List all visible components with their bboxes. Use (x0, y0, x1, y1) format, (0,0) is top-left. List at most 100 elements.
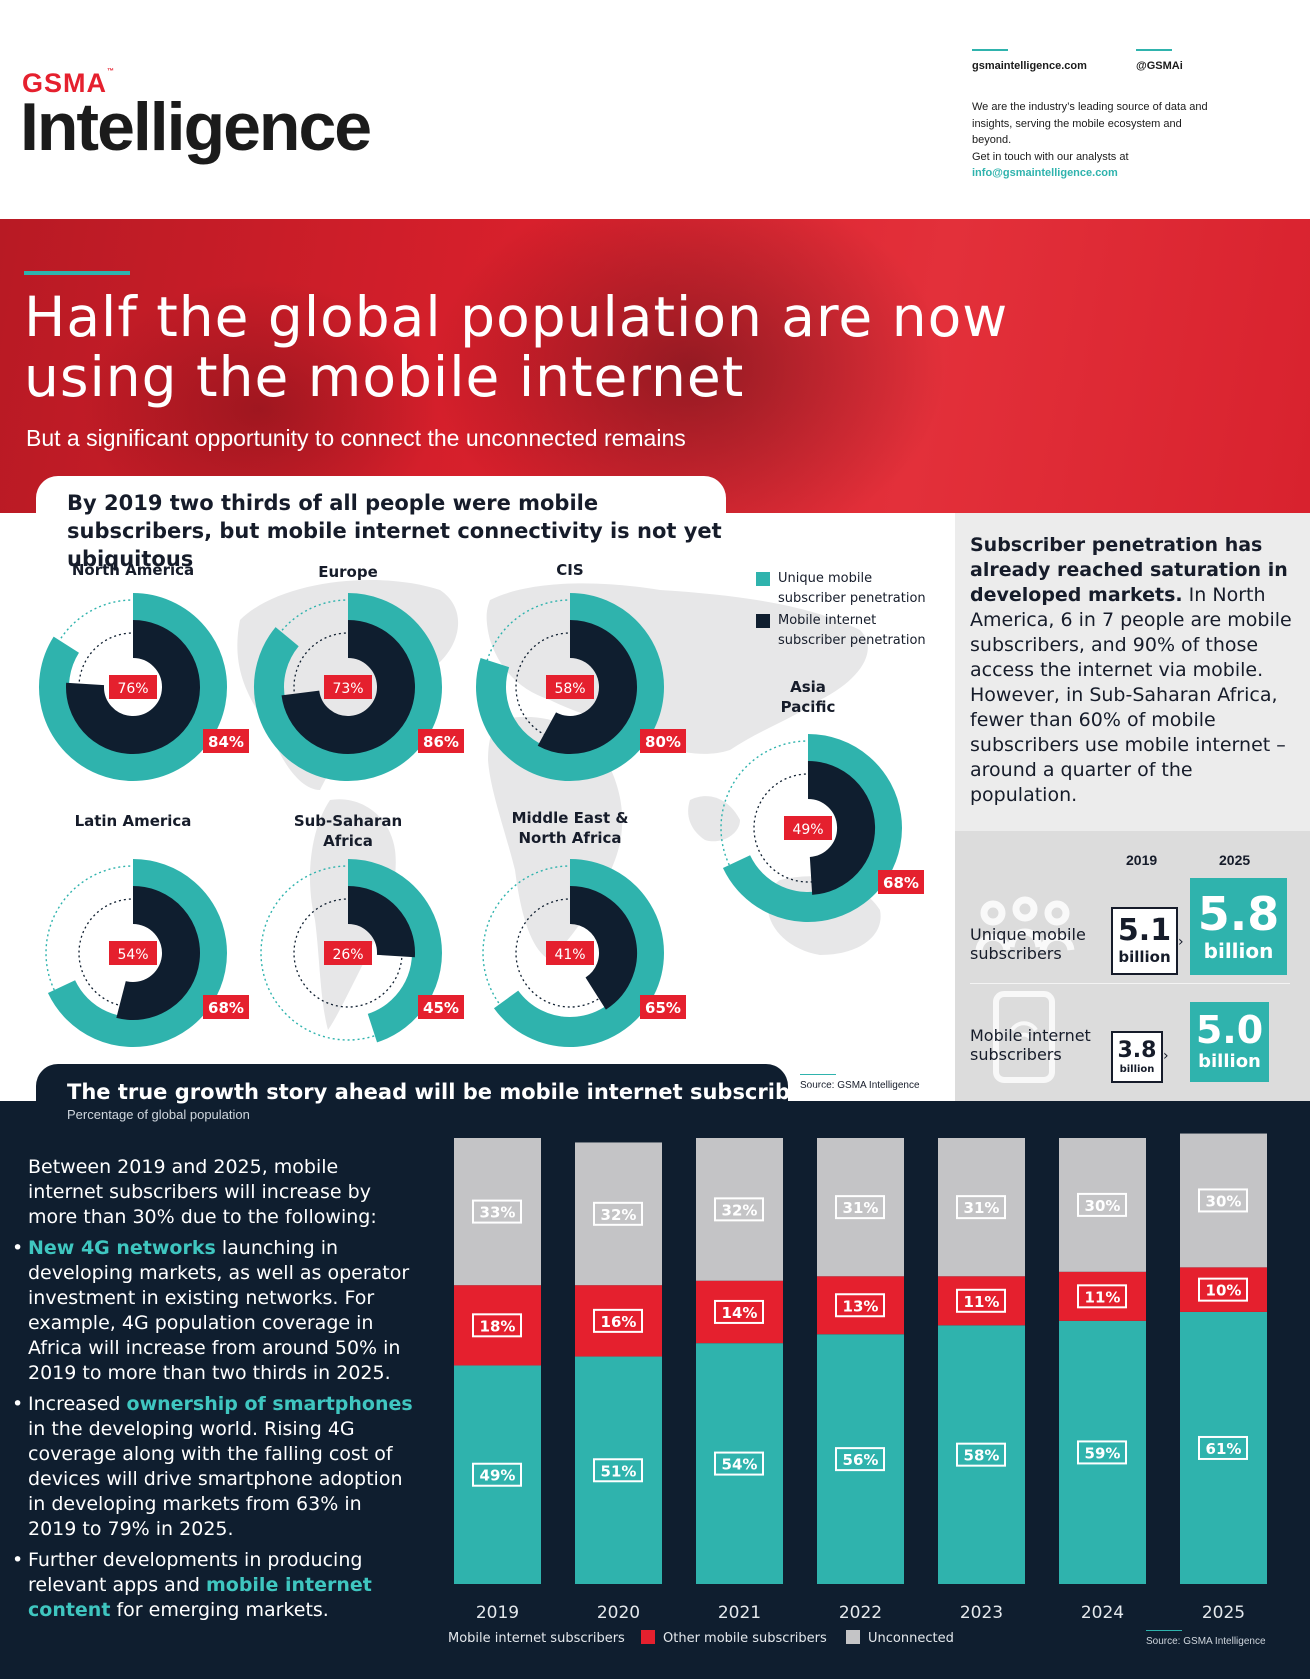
bar-value-label: 51% (601, 1462, 637, 1480)
bar-value-label: 14% (722, 1304, 758, 1322)
bar-value-frame (472, 1199, 522, 1224)
year-2019-label: 2019 (1126, 852, 1158, 868)
divider (800, 1074, 836, 1075)
bar-value-frame (956, 1195, 1006, 1220)
donut-unique-label-bg (203, 995, 249, 1019)
donut-unique-value: 80% (645, 733, 681, 751)
bar-value-label: 30% (1085, 1197, 1121, 1215)
hero-accent-bar (24, 271, 130, 275)
bar-value-label: 31% (843, 1199, 879, 1217)
bar-group-2019: 49% 18% 33% (454, 1138, 541, 1584)
bar-value-label: 54% (722, 1456, 758, 1474)
bar-segment-other-mobile-subscribers (696, 1280, 783, 1344)
section2-subtitle: Percentage of global population (67, 1107, 250, 1122)
bullet-4g: New 4G networks launching in developing … (10, 1236, 415, 1386)
bullet-smartphones-text: in the developing world. Rising 4G cover… (28, 1418, 403, 1540)
donut-unique-value: 65% (645, 999, 681, 1017)
donut-arc-unique (722, 734, 902, 922)
bar-value-frame (1198, 1188, 1248, 1213)
bar-value-label: 13% (843, 1297, 879, 1315)
donut-arc-internet (281, 620, 415, 754)
donut-arc-internet (807, 761, 876, 895)
bar-group-2025: 61% 10% 30% (1180, 1133, 1267, 1584)
bar-value-frame (956, 1288, 1006, 1313)
bullet-smartphones-pre: Increased (28, 1393, 127, 1415)
donut-region-label: North America (72, 561, 194, 579)
bullet-4g-highlight: New 4G networks (28, 1237, 216, 1259)
donut-unique-label-bg (878, 870, 924, 894)
bullet-content: Further developments in producing releva… (10, 1548, 415, 1623)
bullet-smartphones: Increased ownership of smartphones in th… (10, 1392, 415, 1542)
x-tick-label: 2022 (839, 1603, 882, 1623)
bar-value-frame (835, 1293, 885, 1318)
donut-middle-east-north-africa: 41% 65% Middle East & North Africa (482, 809, 686, 1047)
donut-internet-value: 54% (117, 947, 148, 963)
bar-value-frame (1077, 1192, 1127, 1217)
hero-banner: Half the global population are now using… (0, 219, 1310, 513)
bar-value-frame (1077, 1284, 1127, 1309)
website-link[interactable]: gsmaintelligence.com (972, 60, 1087, 72)
header-description: We are the industry’s leading source of … (972, 99, 1212, 182)
donut-arc-unique (493, 859, 664, 1047)
sidebar-text: Subscriber penetration has already reach… (970, 533, 1300, 808)
unique-2025-box: 5.8 billion (1190, 878, 1287, 975)
donut-region-label: Pacific (781, 698, 836, 716)
bar-value-frame (714, 1299, 764, 1324)
donut-region-label: Africa (323, 832, 373, 850)
bar-value-label: 16% (601, 1313, 637, 1331)
twitter-link[interactable]: @GSMAi (1136, 60, 1183, 72)
bar-value-frame (593, 1201, 643, 1226)
bar-value-frame (593, 1458, 643, 1483)
email-link[interactable]: info@gsmaintelligence.com (972, 167, 1118, 179)
bar-segment-mobile-internet-subscribers (575, 1356, 662, 1584)
bar-value-label: 11% (1085, 1288, 1121, 1306)
bar-segment-other-mobile-subscribers (1180, 1267, 1267, 1312)
divider (972, 49, 1008, 51)
intro-paragraph: Between 2019 and 2025, mobile internet s… (28, 1156, 377, 1228)
donut-internet-label-bg (324, 675, 372, 699)
internet-2025-box: 5.0 billion (1190, 1002, 1269, 1082)
internet-subscribers-label: Mobile internet subscribers (970, 1026, 1091, 1064)
bar-group-2024: 59% 11% 30% (1059, 1138, 1146, 1584)
x-tick-label: 2025 (1202, 1603, 1245, 1623)
donut-sub-saharan-africa: 26% 45% Sub-Saharan Africa (260, 812, 464, 1043)
bar-segment-mobile-internet-subscribers (1059, 1320, 1146, 1584)
unique-subscribers-label: Unique mobile subscribers (970, 925, 1086, 963)
bar-segment-mobile-internet-subscribers (938, 1325, 1025, 1584)
section2-title: The true growth story ahead will be mobi… (67, 1080, 828, 1104)
bar-value-frame (1077, 1440, 1127, 1465)
donut-region-label: Latin America (75, 812, 192, 830)
hero-photo-shade (80, 279, 440, 513)
bar-value-label: 59% (1085, 1444, 1121, 1462)
sidebar-body-text: In North America, 6 in 7 people are mobi… (970, 584, 1292, 806)
donut-internet-label-bg (109, 675, 157, 699)
bar-value-label: 18% (480, 1317, 516, 1335)
donut-unique-label-bg (640, 995, 686, 1019)
hero-subtitle: But a significant opportunity to connect… (26, 425, 686, 451)
chart-legend: Mobile internet subscribers Other mobile … (448, 1630, 954, 1646)
unique-2019-value: 5.1 (1117, 913, 1172, 948)
donut-cis: 58% 80% CIS (476, 561, 686, 781)
regional-donut-charts: 76% 84% North America 73% 86% Europe 58% 80% CIS… (39, 561, 924, 1047)
donut-region-label: Sub-Saharan (294, 812, 402, 830)
internet-2025-unit: billion (1198, 1051, 1261, 1072)
section1-title: By 2019 two thirds of all people were mo… (67, 491, 722, 571)
x-tick-label: 2020 (597, 1603, 640, 1623)
bar-segment-unconnected (696, 1138, 783, 1281)
donut-unique-value: 45% (423, 999, 459, 1017)
donut-arc-internet (66, 620, 200, 754)
donut-internet-label-bg (546, 675, 594, 699)
bar-segment-unconnected (454, 1138, 541, 1286)
year-2025-label: 2025 (1219, 852, 1251, 868)
bar-segment-mobile-internet-subscribers (1180, 1311, 1267, 1584)
bar-group-2023: 58% 11% 31% (938, 1138, 1025, 1584)
internet-2019-unit: billion (1119, 1064, 1155, 1075)
x-tick-label: 2021 (718, 1603, 761, 1623)
bar-value-frame (714, 1197, 764, 1222)
stacked-bar-chart: 49% 18% 33% 2019 51% 16% 32% 2020 54% 14% 32% 2021 5… (448, 1133, 1267, 1646)
bullet-content-text: for emerging markets. (110, 1599, 329, 1621)
legend-label-unconnected: Unconnected (868, 1631, 954, 1646)
donut-internet-value: 41% (554, 947, 585, 963)
donut-unique-value: 86% (423, 733, 459, 751)
hero-photo-shade (430, 219, 950, 513)
